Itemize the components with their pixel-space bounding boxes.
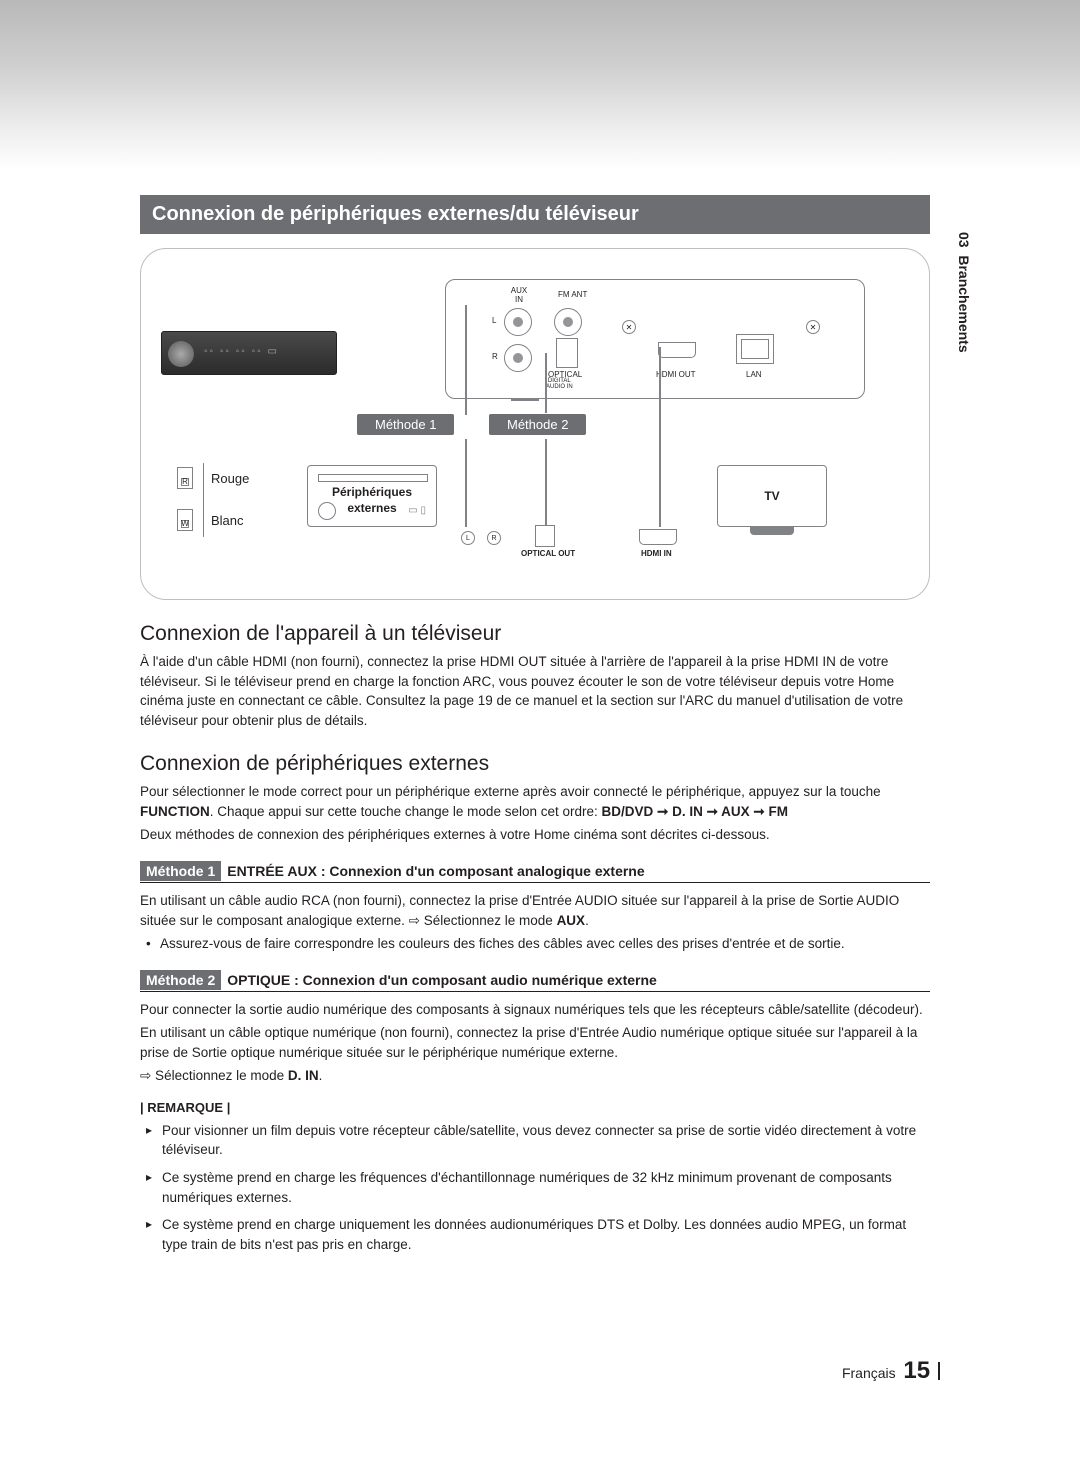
blanc-label: Blanc bbox=[211, 513, 244, 528]
cable-hdmi-v bbox=[659, 347, 661, 527]
m2-body1: Pour connecter la sortie audio numérique… bbox=[140, 1000, 930, 1020]
m2-body2: En utilisant un câble optique numérique … bbox=[140, 1023, 930, 1062]
optical-out-label: OPTICAL OUT bbox=[521, 549, 575, 558]
m2-chip: Méthode 2 bbox=[140, 970, 221, 990]
device-back-panel: AUX IN FM ANT L R OPTICAL DIGITAL AUDIO … bbox=[445, 279, 865, 399]
externes-label2: externes bbox=[307, 501, 437, 515]
fm-ant-label: FM ANT bbox=[558, 290, 587, 299]
aux-in-label: AUX IN bbox=[504, 286, 534, 304]
sec1-body: À l'aide d'un câble HDMI (non fourni), c… bbox=[140, 652, 930, 730]
cable-m2-v2 bbox=[545, 439, 547, 525]
digital-in-label: DIGITAL AUDIO IN bbox=[546, 378, 573, 390]
aux-port-r bbox=[504, 344, 532, 372]
r-label: R bbox=[492, 352, 498, 361]
hdmi-in-label: HDMI IN bbox=[641, 549, 672, 558]
cable-m2-v bbox=[545, 353, 547, 413]
page-footer: Français 15 bbox=[842, 1357, 940, 1385]
sec2-body1: Pour sélectionner le mode correct pour u… bbox=[140, 782, 930, 821]
remarque-item: Ce système prend en charge les fréquence… bbox=[146, 1168, 930, 1207]
fm-port bbox=[554, 308, 582, 336]
footer-page-number: 15 bbox=[903, 1357, 930, 1384]
chapter-number: 03 bbox=[956, 232, 972, 248]
header-gradient bbox=[0, 0, 1080, 170]
m1-chip: Méthode 1 bbox=[140, 861, 221, 881]
m1-bullets: Assurez-vous de faire correspondre les c… bbox=[146, 934, 930, 954]
m2-title: OPTIQUE : Connexion d'un composant audio… bbox=[227, 972, 657, 988]
lan-port bbox=[736, 334, 774, 364]
section-title-bar: Connexion de périphériques externes/du t… bbox=[140, 195, 930, 234]
sec1-heading: Connexion de l'appareil à un téléviseur bbox=[140, 622, 930, 646]
m2-body3: ⇨ Sélectionnez le mode D. IN. bbox=[140, 1066, 930, 1086]
screw-icon: ✕ bbox=[622, 320, 636, 334]
m2-heading: Méthode 2 OPTIQUE : Connexion d'un compos… bbox=[140, 972, 930, 992]
remarque-label: | REMARQUE | bbox=[140, 1100, 930, 1115]
m1-body: En utilisant un câble audio RCA (non fou… bbox=[140, 891, 930, 930]
tv-label: TV bbox=[764, 489, 779, 503]
remarque-item: Pour visionner un film depuis votre réce… bbox=[146, 1121, 930, 1160]
hdmi-out-label: HDMI OUT bbox=[656, 370, 696, 379]
plug-red-icon: R bbox=[177, 467, 193, 489]
connection-diagram: AUX IN FM ANT L R OPTICAL DIGITAL AUDIO … bbox=[140, 248, 930, 600]
optical-port bbox=[556, 338, 578, 368]
footer-bar-icon bbox=[938, 1362, 940, 1380]
cable-m1-v bbox=[465, 305, 467, 415]
hdmi-out-port bbox=[658, 342, 696, 358]
content-column: Connexion de périphériques externes/du t… bbox=[140, 195, 930, 1262]
optical-out-icon bbox=[535, 525, 555, 547]
footer-lang: Français bbox=[842, 1365, 896, 1381]
method1-label: Méthode 1 bbox=[357, 414, 454, 435]
lan-label: LAN bbox=[746, 370, 762, 379]
method2-label: Méthode 2 bbox=[489, 414, 586, 435]
screw-icon-2: ✕ bbox=[806, 320, 820, 334]
legend-divider bbox=[203, 463, 204, 537]
remarque-list: Pour visionner un film depuis votre réce… bbox=[146, 1121, 930, 1254]
chapter-name: Branchements bbox=[956, 255, 972, 352]
m1-heading: Méthode 1 ENTRÉE AUX : Connexion d'un com… bbox=[140, 863, 930, 883]
cable-line bbox=[511, 399, 539, 401]
remarque-item: Ce système prend en charge uniquement le… bbox=[146, 1215, 930, 1254]
cable-m1-v2 bbox=[465, 439, 467, 527]
hdmi-in-icon bbox=[639, 529, 677, 545]
l-label: L bbox=[492, 316, 496, 325]
main-unit-icon: ◦◦ ◦◦ ◦◦ ◦◦ ▭ bbox=[161, 331, 337, 375]
tv-icon: TV bbox=[717, 465, 827, 535]
externes-label1: Périphériques bbox=[307, 485, 437, 499]
side-chapter-tab: 03 Branchements bbox=[956, 232, 972, 353]
m1-bullet-1: Assurez-vous de faire correspondre les c… bbox=[146, 934, 930, 954]
rouge-label: Rouge bbox=[211, 471, 249, 486]
m1-title: ENTRÉE AUX : Connexion d'un composant an… bbox=[227, 863, 644, 879]
sec2-body2: Deux méthodes de connexion des périphéri… bbox=[140, 825, 930, 845]
rca-jacks-icon: L R bbox=[461, 531, 501, 545]
plug-white-icon: W bbox=[177, 509, 193, 531]
sec2-heading: Connexion de périphériques externes bbox=[140, 752, 930, 776]
aux-port-l bbox=[504, 308, 532, 336]
